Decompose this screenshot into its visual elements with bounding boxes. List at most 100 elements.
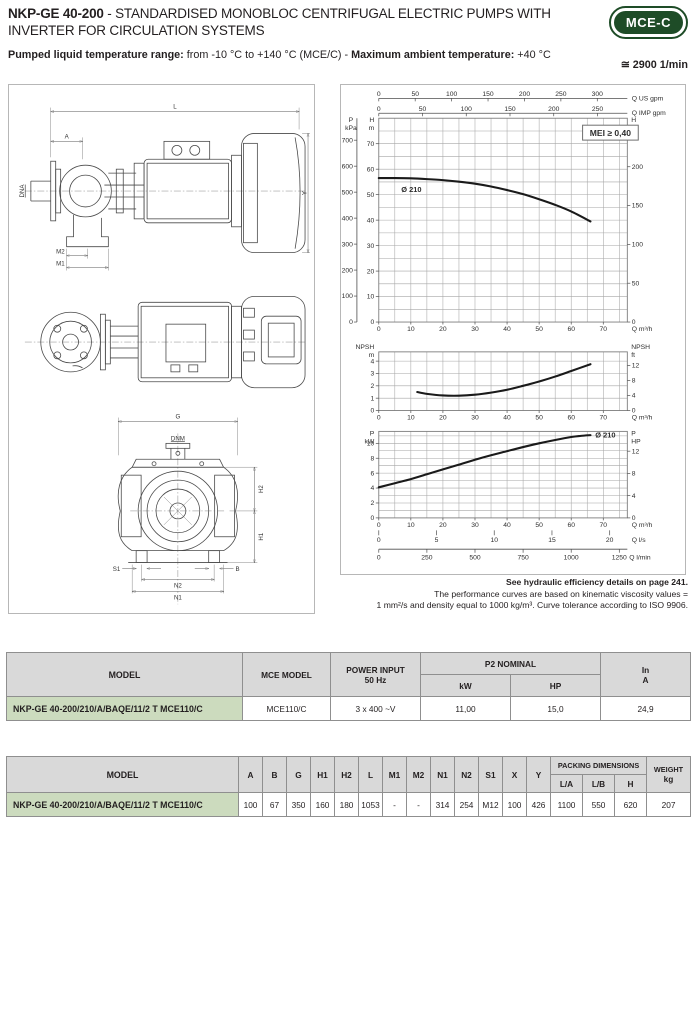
t2-header-H2: H2 [334, 756, 359, 793]
svg-text:10: 10 [407, 522, 415, 529]
t1-power-cell: 3 x 400 ~V [330, 696, 421, 721]
t2-val-lb: 550 [582, 792, 615, 817]
svg-text:10: 10 [367, 441, 375, 448]
t2-val-Y: 426 [526, 792, 551, 817]
svg-text:Q IMP gpm: Q IMP gpm [632, 110, 666, 117]
pump-drawing-svg: L A DNA M2 M1 [19, 104, 311, 605]
svg-text:200: 200 [548, 106, 560, 113]
svg-text:H: H [369, 117, 374, 124]
svg-text:P: P [370, 430, 375, 437]
svg-text:70: 70 [600, 326, 608, 333]
dim-label-L: L [173, 104, 177, 111]
t2-header-lb: L/B [582, 774, 615, 793]
t2-header-weight: WEIGHT kg [646, 756, 692, 793]
t2-val-M2: - [406, 792, 431, 817]
svg-text:Q m³/h: Q m³/h [632, 522, 653, 529]
svg-text:300: 300 [592, 91, 604, 98]
svg-text:50: 50 [535, 326, 543, 333]
svg-text:MEI ≥ 0,40: MEI ≥ 0,40 [590, 128, 632, 138]
svg-text:HP: HP [631, 438, 641, 445]
viscosity-note-1: The performance curves are based on kine… [434, 588, 688, 599]
dim-label-N1: N1 [174, 594, 182, 601]
t2-header-A: A [238, 756, 263, 793]
svg-text:30: 30 [367, 243, 375, 250]
svg-text:150: 150 [632, 203, 644, 210]
svg-text:4: 4 [371, 358, 375, 365]
t2-header-packing: PACKING DIMENSIONS [549, 756, 648, 775]
svg-text:4: 4 [632, 393, 636, 400]
svg-text:15: 15 [548, 537, 556, 544]
svg-text:20: 20 [606, 537, 614, 544]
t1-header-in: In A [600, 652, 692, 697]
t1-power-line1: POWER INPUT [346, 664, 405, 675]
viscosity-note-2: 1 mm²/s and density equal to 1000 kg/m³.… [376, 600, 688, 610]
svg-text:20: 20 [439, 414, 447, 421]
svg-text:30: 30 [471, 326, 479, 333]
svg-text:20: 20 [367, 268, 375, 275]
drawing-front-view: G DNM [113, 414, 265, 605]
t1-in-line1: In [641, 664, 650, 675]
svg-text:0: 0 [371, 319, 375, 326]
svg-text:1: 1 [371, 395, 375, 402]
t2-val-A: 100 [238, 792, 263, 817]
svg-text:0: 0 [377, 555, 381, 562]
svg-text:0: 0 [377, 537, 381, 544]
t2-header-G: G [286, 756, 311, 793]
svg-text:70: 70 [600, 522, 608, 529]
t1-mce-cell: MCE110/C [242, 696, 331, 721]
svg-text:60: 60 [567, 414, 575, 421]
model-name: NKP-GE 40-200 [8, 6, 104, 21]
t2-val-B: 67 [262, 792, 287, 817]
svg-text:60: 60 [567, 326, 575, 333]
svg-text:0: 0 [371, 408, 375, 415]
svg-text:50: 50 [411, 91, 419, 98]
t1-power-line2: 50 Hz [364, 674, 387, 685]
svg-text:200: 200 [632, 164, 644, 171]
dim-label-A: A [65, 133, 70, 140]
svg-text:70: 70 [600, 414, 608, 421]
dim-label-H2: H2 [258, 485, 265, 493]
svg-text:12: 12 [632, 448, 640, 455]
t1-model-cell: NKP-GE 40-200/210/A/BAQE/11/2 T MCE110/C [6, 696, 243, 721]
svg-text:0: 0 [632, 319, 636, 326]
svg-text:50: 50 [419, 106, 427, 113]
svg-text:400: 400 [342, 215, 354, 222]
svg-text:50: 50 [535, 414, 543, 421]
t2-header-B: B [262, 756, 287, 793]
svg-text:20: 20 [439, 522, 447, 529]
t2-header-L: L [358, 756, 383, 793]
svg-text:600: 600 [342, 163, 354, 170]
performance-charts-svg: 010203040506070Hm0100200300400500600700P… [342, 91, 667, 562]
t2-val-weight: 207 [646, 792, 692, 817]
rotation-speed: ≅ 2900 1/min [620, 59, 688, 71]
svg-text:8: 8 [632, 378, 636, 385]
t2-header-Y: Y [526, 756, 551, 793]
svg-text:700: 700 [342, 137, 354, 144]
pumped-temp-value: from -10 °C to +140 °C (MCE/C) - [183, 49, 352, 61]
t2-val-N2: 254 [454, 792, 479, 817]
t1-header-kw: kW [420, 674, 511, 697]
svg-text:100: 100 [446, 91, 458, 98]
drawing-side-view: L A DNA M2 M1 [19, 104, 311, 271]
t2-val-H1: 160 [310, 792, 335, 817]
svg-text:5: 5 [435, 537, 439, 544]
svg-text:10: 10 [407, 414, 415, 421]
svg-text:kW: kW [365, 438, 375, 445]
svg-text:0: 0 [377, 91, 381, 98]
svg-text:2: 2 [371, 383, 375, 390]
svg-text:Q m³/h: Q m³/h [632, 414, 653, 421]
t2-header-la: L/A [550, 774, 583, 793]
title-rest: - STANDARDISED MONOBLOC CENTRIFUGAL ELEC… [8, 6, 551, 38]
svg-text:Ø 210: Ø 210 [401, 185, 421, 194]
t2-header-h: H [613, 774, 648, 793]
svg-text:750: 750 [517, 555, 529, 562]
svg-text:0: 0 [371, 515, 375, 522]
svg-text:H: H [631, 117, 636, 124]
svg-text:Q US gpm: Q US gpm [632, 95, 664, 102]
t2-val-h: 620 [613, 792, 648, 817]
dim-label-DNA: DNA [19, 184, 26, 198]
page-title: NKP-GE 40-200 - STANDARDISED MONOBLOC CE… [8, 5, 606, 39]
svg-text:4: 4 [632, 493, 636, 500]
svg-text:100: 100 [632, 242, 644, 249]
